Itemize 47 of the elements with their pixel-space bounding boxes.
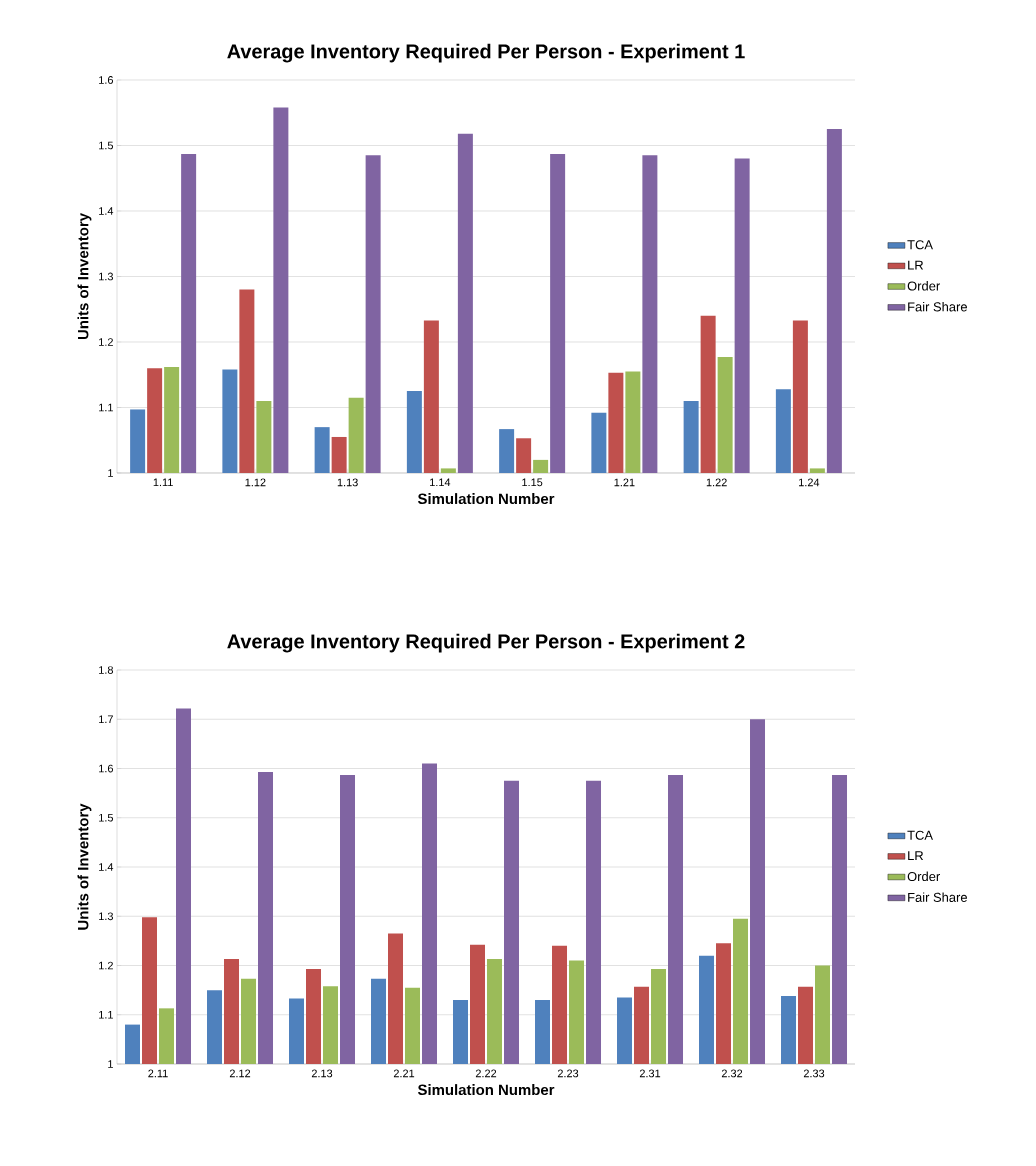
y-tick-label: 1.5	[99, 813, 114, 822]
legend-label: Fair Share	[908, 301, 967, 312]
x-tick-label: 1.15	[522, 478, 543, 487]
x-tick-label: 2.23	[557, 1069, 579, 1078]
chart-title: Average Inventory Required Per Person - Experiment 1	[227, 43, 745, 63]
x-axis-title: Simulation Number	[417, 493, 555, 505]
y-tick-label: 1.1	[99, 1010, 113, 1019]
x-tick-label: 2.33	[803, 1069, 825, 1078]
legend-label: Fair Share	[908, 892, 967, 902]
legend-label: LR	[908, 851, 924, 861]
y-axis-title: Units of Inventory	[77, 213, 92, 340]
x-tick-label: 2.31	[639, 1069, 661, 1078]
x-tick-label: 2.21	[393, 1069, 415, 1078]
x-tick-label: 1.11	[153, 478, 173, 487]
y-tick-label: 1.4	[99, 863, 114, 871]
x-tick-label: 1.21	[614, 478, 635, 487]
x-axis-title: Simulation Number	[417, 1084, 555, 1096]
x-tick-label: 1.13	[337, 478, 358, 487]
x-tick-label: 1.24	[799, 478, 820, 487]
x-tick-label: 1.14	[430, 478, 451, 487]
legend-label: Order	[907, 871, 940, 882]
y-tick-label: 1.3	[99, 272, 113, 281]
x-tick-label: 2.12	[229, 1069, 251, 1078]
y-tick-label: 1	[108, 469, 113, 477]
y-tick-label: 1.2	[99, 961, 113, 970]
y-tick-label: 1.6	[99, 764, 113, 773]
x-tick-label: 2.22	[475, 1069, 497, 1078]
legend-label: LR	[908, 260, 924, 270]
y-tick-label: 1.1	[99, 403, 113, 412]
y-tick-label: 1.4	[99, 207, 114, 215]
y-tick-label: 1.7	[99, 715, 113, 724]
legend-label: TCA	[907, 830, 933, 840]
x-tick-label: 2.32	[721, 1069, 743, 1078]
x-tick-label: 2.11	[148, 1069, 168, 1078]
x-tick-label: 1.12	[245, 478, 266, 487]
legend-label: TCA	[907, 240, 933, 250]
x-tick-label: 2.13	[311, 1069, 333, 1078]
y-tick-label: 1.6	[99, 76, 113, 84]
chart-title: Average Inventory Required Per Person - Experiment 2	[227, 633, 745, 653]
y-tick-label: 1.2	[99, 338, 113, 346]
legend-label: Order	[907, 281, 940, 291]
y-tick-label: 1.5	[99, 141, 114, 150]
y-tick-label: 1.8	[99, 666, 113, 674]
x-tick-label: 1.22	[706, 478, 727, 487]
y-tick-label: 1.3	[99, 912, 113, 921]
y-tick-label: 1	[108, 1060, 113, 1068]
y-axis-title: Units of Inventory	[77, 803, 92, 930]
